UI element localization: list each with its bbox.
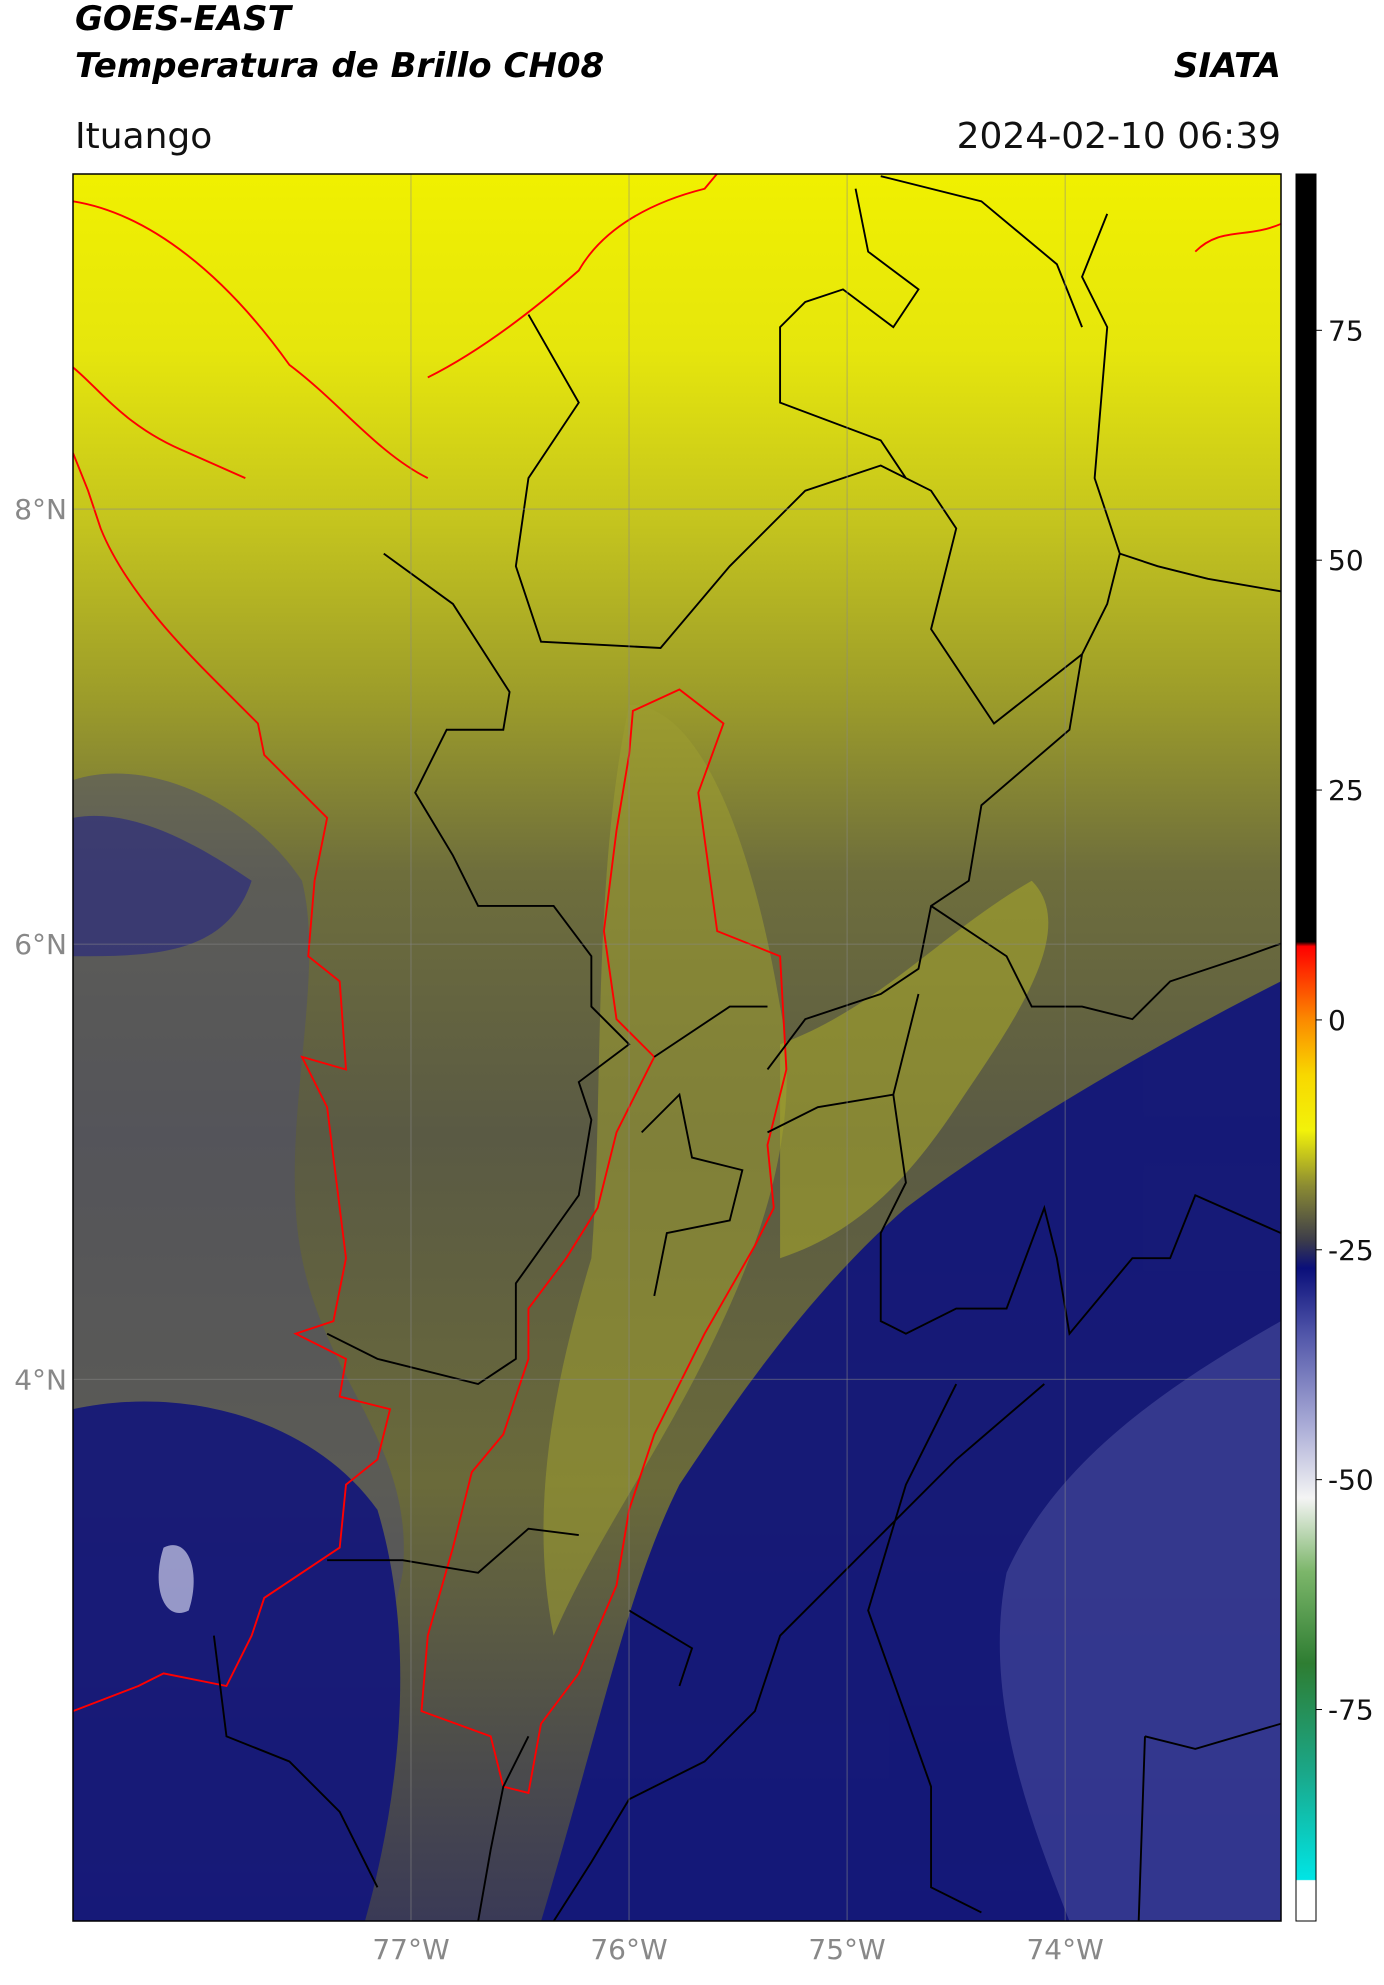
subtitle: Temperatura de Brillo CH08 bbox=[75, 46, 604, 86]
y-tick-label: 6°N bbox=[14, 928, 67, 961]
location: Ituango bbox=[75, 116, 212, 157]
x-tick-label: 77°W bbox=[372, 1933, 449, 1966]
colorbar-tick-label: 25 bbox=[1328, 774, 1364, 807]
map-image bbox=[73, 174, 1281, 1921]
colorbar-tick-label: -50 bbox=[1328, 1464, 1374, 1497]
source: SIATA bbox=[1174, 46, 1281, 86]
colorbar-tick-label: 0 bbox=[1328, 1004, 1346, 1037]
colorbar-tick-label: 75 bbox=[1328, 314, 1364, 347]
x-tick-label: 76°W bbox=[590, 1933, 667, 1966]
y-tick-label: 4°N bbox=[14, 1363, 67, 1396]
x-tick-label: 74°W bbox=[1026, 1933, 1103, 1966]
y-tick-label: 8°N bbox=[14, 493, 67, 526]
colorbar-tick-label: 50 bbox=[1328, 544, 1364, 577]
colorbar-tick-label: -75 bbox=[1328, 1694, 1374, 1727]
map-frame bbox=[72, 173, 1282, 1922]
colorbar bbox=[1295, 173, 1317, 1922]
datetime: 2024-02-10 06:39 bbox=[957, 116, 1281, 157]
colorbar-tick-label: -25 bbox=[1328, 1234, 1374, 1267]
title: GOES-EAST bbox=[75, 0, 294, 39]
x-tick-label: 75°W bbox=[808, 1933, 885, 1966]
